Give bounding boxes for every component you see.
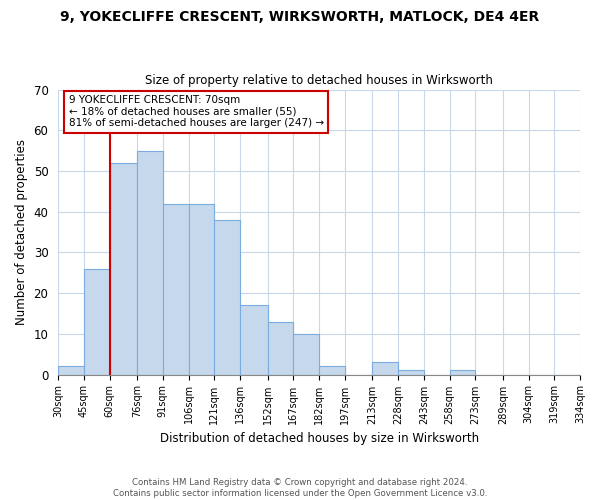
Bar <box>110 163 137 374</box>
Bar <box>58 366 84 374</box>
Bar <box>84 268 110 374</box>
Title: Size of property relative to detached houses in Wirksworth: Size of property relative to detached ho… <box>145 74 493 87</box>
X-axis label: Distribution of detached houses by size in Wirksworth: Distribution of detached houses by size … <box>160 432 479 445</box>
Bar <box>398 370 424 374</box>
Bar <box>163 204 188 374</box>
Bar <box>449 370 475 374</box>
Bar <box>188 204 214 374</box>
Bar <box>214 220 240 374</box>
Bar <box>293 334 319 374</box>
Bar <box>240 306 268 374</box>
Text: 9 YOKECLIFFE CRESCENT: 70sqm
← 18% of detached houses are smaller (55)
81% of se: 9 YOKECLIFFE CRESCENT: 70sqm ← 18% of de… <box>68 96 324 128</box>
Bar <box>319 366 345 374</box>
Y-axis label: Number of detached properties: Number of detached properties <box>15 139 28 325</box>
Bar <box>372 362 398 374</box>
Text: Contains HM Land Registry data © Crown copyright and database right 2024.
Contai: Contains HM Land Registry data © Crown c… <box>113 478 487 498</box>
Bar <box>137 150 163 374</box>
Text: 9, YOKECLIFFE CRESCENT, WIRKSWORTH, MATLOCK, DE4 4ER: 9, YOKECLIFFE CRESCENT, WIRKSWORTH, MATL… <box>61 10 539 24</box>
Bar <box>268 322 293 374</box>
